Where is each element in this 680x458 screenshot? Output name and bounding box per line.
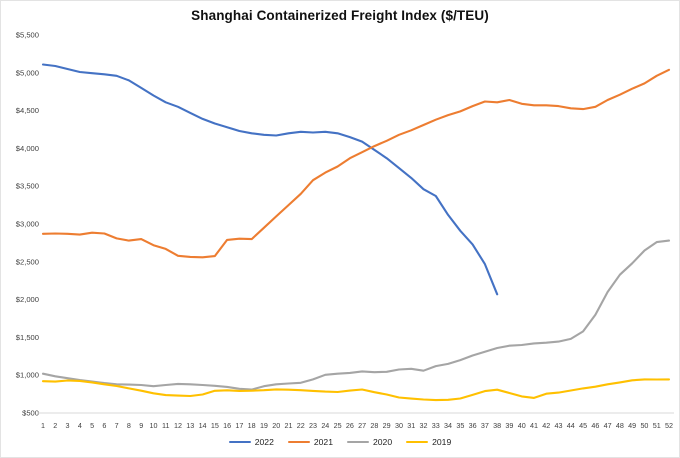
x-axis-tick-label: 2 (53, 421, 57, 430)
y-axis-tick-label: $1,500 (16, 333, 39, 342)
y-axis-tick-label: $3,000 (16, 220, 39, 229)
y-axis-tick-label: $500 (22, 409, 39, 418)
x-axis-tick-label: 38 (493, 421, 501, 430)
x-axis-tick-label: 28 (370, 421, 378, 430)
x-axis-tick-label: 9 (139, 421, 143, 430)
x-axis-tick-label: 16 (223, 421, 231, 430)
legend-swatch-2019 (406, 440, 429, 444)
x-axis-tick-label: 23 (309, 421, 317, 430)
x-axis-tick-label: 4 (78, 421, 82, 430)
x-axis-tick-label: 3 (66, 421, 70, 430)
x-axis-tick-label: 19 (260, 421, 268, 430)
x-axis-tick-label: 18 (248, 421, 256, 430)
x-axis-tick-label: 44 (567, 421, 575, 430)
x-axis-tick-label: 51 (653, 421, 661, 430)
x-axis-tick-label: 35 (456, 421, 464, 430)
y-axis-tick-label: $5,000 (16, 68, 39, 77)
x-axis-tick-label: 31 (407, 421, 415, 430)
legend-swatch-2021 (287, 440, 310, 444)
x-axis-tick-label: 27 (358, 421, 366, 430)
x-axis-tick-label: 5 (90, 421, 94, 430)
x-axis-tick-label: 43 (555, 421, 563, 430)
x-axis-tick-label: 20 (272, 421, 280, 430)
x-axis-tick-label: 34 (444, 421, 452, 430)
x-axis-tick-label: 32 (420, 421, 428, 430)
y-axis-tick-label: $5,500 (16, 31, 39, 40)
x-axis-tick-label: 8 (127, 421, 131, 430)
x-axis-tick-label: 30 (395, 421, 403, 430)
x-axis-tick-label: 11 (162, 421, 169, 430)
legend-swatch-2022 (228, 440, 251, 444)
x-axis-tick-label: 29 (383, 421, 391, 430)
y-axis-tick-label: $2,000 (16, 295, 39, 304)
legend-label-2020: 2020 (373, 437, 393, 447)
y-axis-tick-label: $4,000 (16, 144, 39, 153)
x-axis-tick-label: 50 (640, 421, 648, 430)
x-axis-tick-label: 14 (199, 421, 207, 430)
x-axis-tick-label: 15 (211, 421, 219, 430)
x-axis-tick-label: 33 (432, 421, 440, 430)
legend-label-2019: 2019 (432, 437, 452, 447)
x-axis-tick-label: 21 (284, 421, 292, 430)
x-axis-tick-label: 41 (530, 421, 538, 430)
x-axis-tick-label: 22 (297, 421, 305, 430)
x-axis-tick-label: 24 (321, 421, 329, 430)
x-axis-tick-label: 52 (665, 421, 673, 430)
x-axis-tick-label: 25 (334, 421, 342, 430)
legend-item-2019: 2019 (406, 437, 451, 447)
y-axis-tick-label: $1,000 (16, 371, 39, 380)
series-line-2019 (41, 378, 671, 402)
y-axis-tick-label: $3,500 (16, 182, 39, 191)
x-axis-tick-label: 26 (346, 421, 354, 430)
x-axis-tick-label: 45 (579, 421, 587, 430)
y-axis-tick-label: $4,500 (16, 106, 39, 115)
x-axis-tick-label: 40 (518, 421, 526, 430)
x-axis-tick-label: 1 (41, 421, 45, 430)
chart-title: Shanghai Containerized Freight Index ($/… (191, 8, 489, 23)
x-axis-tick-label: 37 (481, 421, 489, 430)
x-axis-tick-label: 6 (102, 421, 106, 430)
legend-item-2020: 2020 (347, 437, 392, 447)
x-axis-tick-label: 49 (628, 421, 636, 430)
legend-item-2022: 2022 (228, 437, 274, 447)
legend-label-2021: 2021 (313, 437, 333, 447)
legend-label-2022: 2022 (254, 437, 274, 447)
x-axis-tick-label: 10 (149, 421, 157, 430)
x-axis-tick-label: 48 (616, 421, 624, 430)
legend-item-2021: 2021 (287, 437, 333, 447)
x-axis-tick-label: 46 (591, 421, 599, 430)
x-axis-tick-label: 7 (115, 421, 119, 430)
series-line-2022 (41, 63, 499, 296)
x-axis-tick-label: 17 (235, 421, 243, 430)
x-axis-tick-label: 39 (505, 421, 513, 430)
x-axis-tick-label: 13 (186, 421, 194, 430)
x-axis-tick-label: 47 (604, 421, 612, 430)
series-line-2021 (41, 68, 671, 259)
chart-legend: 2022 2021 2020 2019 (1, 437, 679, 447)
series-line-2020 (41, 239, 671, 391)
x-axis-tick-label: 12 (174, 421, 182, 430)
y-axis-tick-label: $2,500 (16, 257, 39, 266)
legend-swatch-2020 (347, 440, 369, 444)
x-axis-tick-label: 42 (542, 421, 550, 430)
x-axis-tick-label: 36 (469, 421, 477, 430)
